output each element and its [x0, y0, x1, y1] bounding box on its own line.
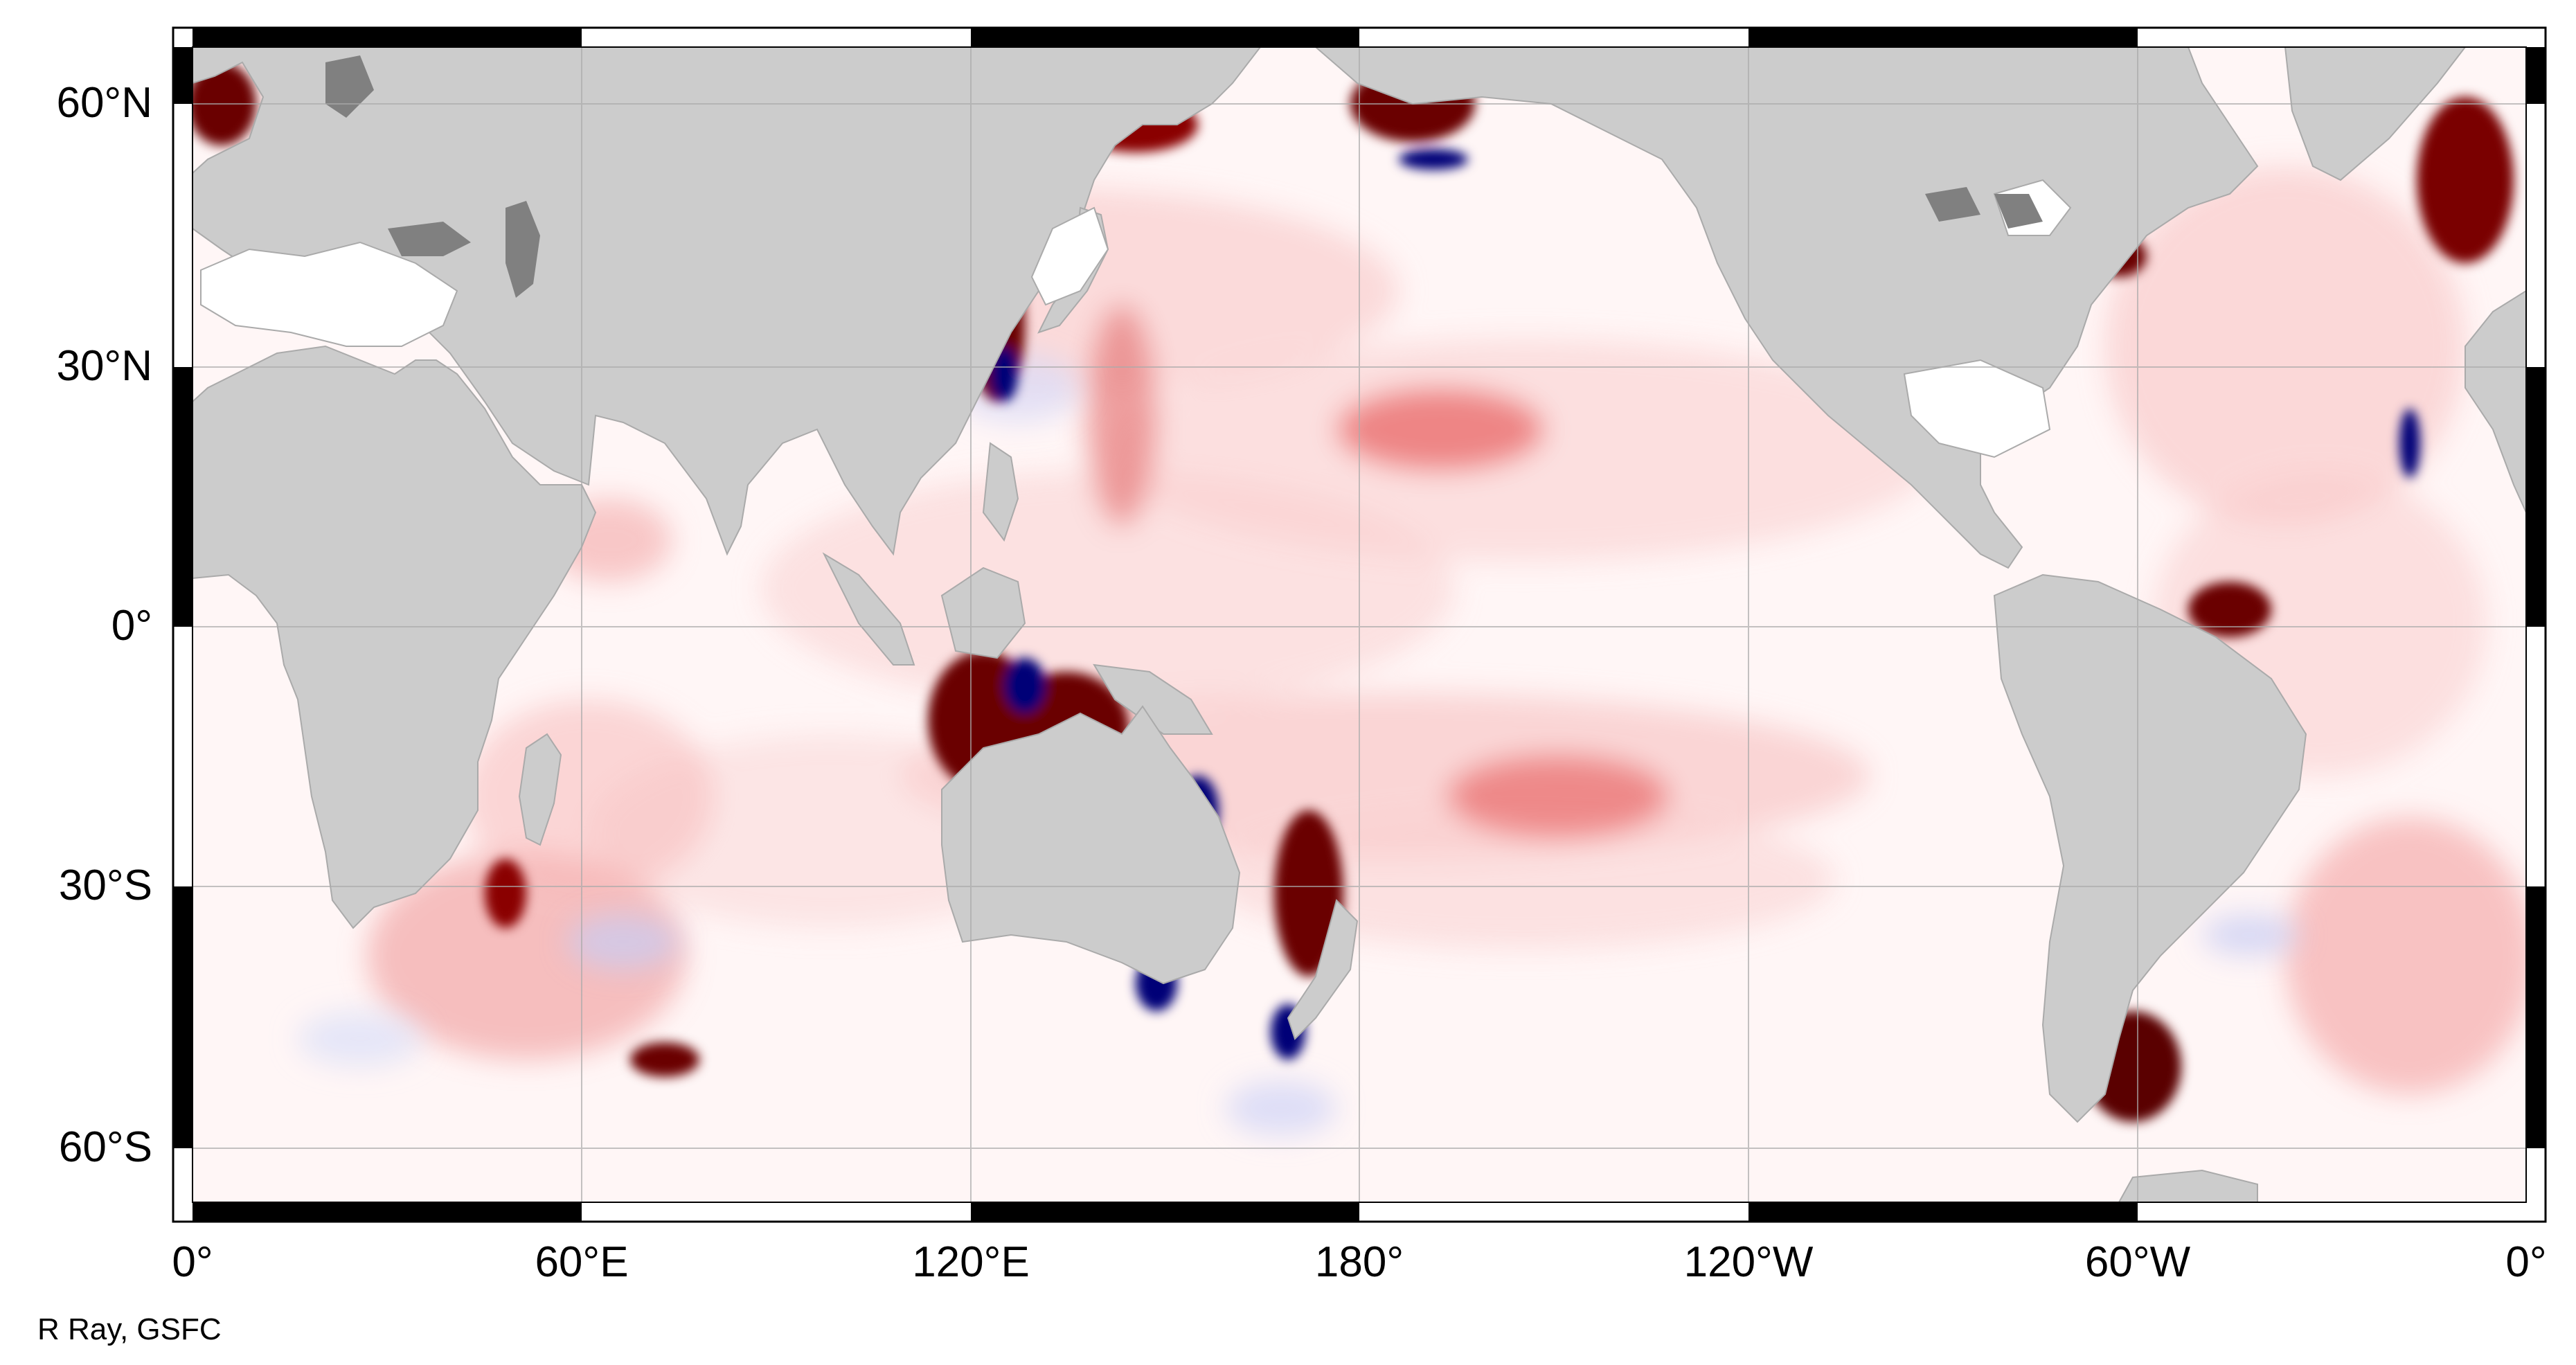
mask-mediterranean	[200, 241, 458, 347]
lat-label-0: 0°	[111, 602, 152, 650]
land-north-america	[1314, 47, 2259, 569]
map-frame	[172, 26, 2547, 1223]
great-lakes-2	[1925, 187, 1980, 222]
mask-gulf-of-mexico	[1903, 359, 2051, 458]
credit-text: R Ray, GSFC	[37, 1312, 222, 1346]
land-south-america	[1993, 573, 2307, 1123]
caspian-sea	[506, 201, 540, 298]
land-new-guinea	[1093, 663, 1213, 735]
lon-label-0: 0°	[172, 1238, 213, 1286]
lat-label-30n: 30°N	[56, 342, 152, 390]
land-philippines	[982, 442, 1019, 542]
inland-water	[325, 55, 2043, 298]
graticule	[193, 47, 2526, 1202]
lon-label-0-east-edge: 0°	[2505, 1238, 2547, 1286]
land-borneo	[940, 566, 1026, 659]
mask-yellow-sea	[1030, 206, 1109, 306]
land-madagascar	[518, 733, 562, 846]
land-greenland	[2284, 47, 2467, 181]
lon-label-180: 180°	[1314, 1238, 1404, 1286]
lon-label-120e: 120°E	[912, 1238, 1030, 1286]
land-europe-east-edge	[2465, 289, 2526, 513]
land	[193, 47, 2526, 1202]
black-sea	[388, 222, 471, 256]
lat-label-30s: 30°S	[58, 862, 152, 909]
baltic-sea	[325, 55, 374, 118]
lon-label-120w: 120°W	[1683, 1238, 1814, 1286]
land-new-zealand	[1287, 899, 1359, 1040]
lat-label-60n: 60°N	[56, 79, 152, 127]
lon-label-60e: 60°E	[535, 1238, 629, 1286]
land-antarctic-fragment	[2118, 1169, 2258, 1202]
lat-label-60s: 60°S	[58, 1123, 152, 1171]
lon-label-60w: 60°W	[2084, 1238, 2191, 1286]
land-africa	[193, 345, 597, 929]
great-lakes	[1994, 194, 2043, 229]
land-sumatra	[822, 552, 915, 666]
